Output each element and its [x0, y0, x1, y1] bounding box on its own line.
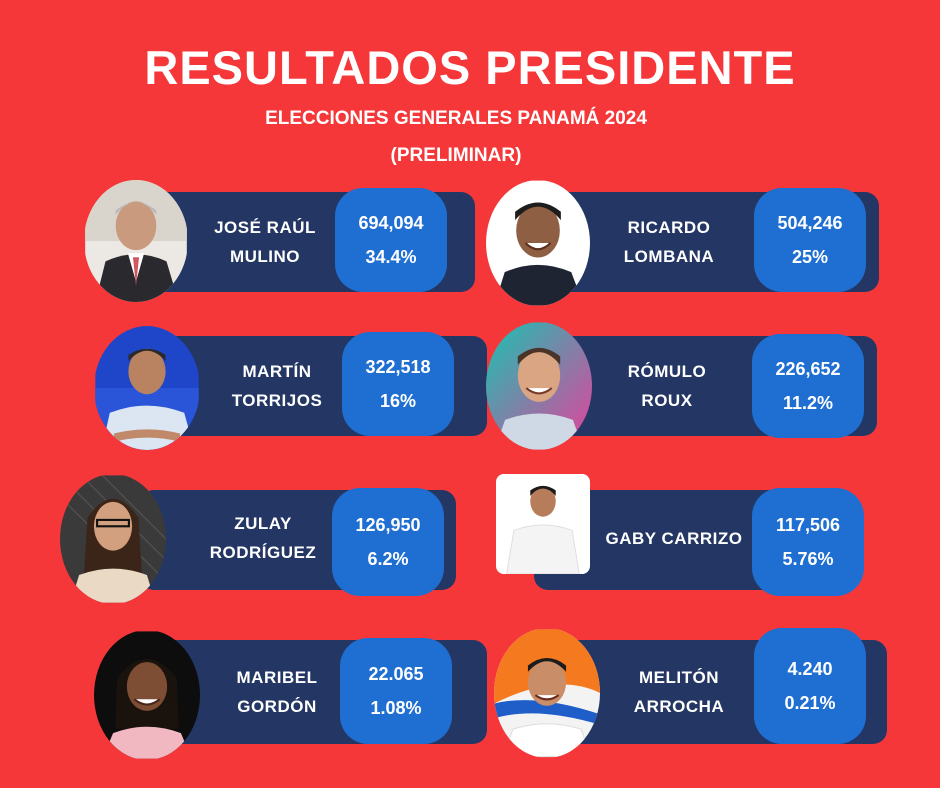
preliminary-note: (PRELIMINAR) — [390, 145, 522, 166]
result-pill: 117,506 5.76% — [752, 488, 864, 596]
page-title: RESULTADOS PRESIDENTE — [144, 41, 796, 94]
candidate-name: MELITÓN ARROCHA — [633, 668, 725, 716]
candidate-photo — [60, 474, 166, 604]
page-subtitle: ELECCIONES GENERALES PANAMÁ 2024 — [265, 108, 647, 129]
candidate-photo — [486, 322, 592, 450]
candidate-card-mulino: JOSÉ RAÚL MULINO 694,094 34.4% — [80, 178, 480, 308]
vote-count: 4.240 — [787, 659, 833, 679]
candidate-name: MARTÍN TORRIJOS — [231, 362, 323, 410]
vote-count: 322,518 — [365, 357, 431, 377]
vote-count: 226,652 — [775, 359, 841, 379]
result-pill: 694,094 34.4% — [335, 188, 447, 292]
vote-percentage: 34.4% — [365, 247, 417, 267]
vote-count: 126,950 — [355, 515, 421, 535]
vote-percentage: 5.76% — [782, 549, 834, 569]
candidate-photo — [494, 628, 600, 758]
candidate-card-carrizo: GABY CARRIZO 117,506 5.76% — [494, 474, 894, 604]
vote-count: 694,094 — [358, 213, 424, 233]
candidate-photo — [496, 474, 590, 574]
candidate-name: ZULAY RODRÍGUEZ — [209, 514, 317, 562]
vote-percentage: 16% — [379, 391, 417, 411]
result-pill: 226,652 11.2% — [752, 334, 864, 438]
vote-percentage: 1.08% — [370, 698, 422, 718]
candidate-photo — [94, 326, 200, 450]
vote-count: 117,506 — [775, 515, 841, 535]
candidate-name: JOSÉ RAÚL MULINO — [214, 218, 316, 266]
result-pill: 4.240 0.21% — [754, 628, 866, 744]
candidate-name: GABY CARRIZO — [605, 528, 743, 548]
candidate-card-arrocha: MELITÓN ARROCHA 4.240 0.21% — [492, 626, 892, 758]
vote-percentage: 6.2% — [367, 549, 409, 569]
result-pill: 504,246 25% — [754, 188, 866, 292]
candidate-photo — [84, 180, 188, 302]
result-pill: 22.065 1.08% — [340, 638, 452, 744]
candidate-card-roux: RÓMULO ROUX 226,652 11.2% — [482, 322, 882, 452]
candidate-card-lombana: RICARDO LOMBANA 504,246 25% — [484, 178, 884, 308]
candidate-card-gordon: MARIBEL GORDÓN 22.065 1.08% — [92, 628, 492, 760]
vote-count: 504,246 — [777, 213, 843, 233]
vote-percentage: 25% — [791, 247, 829, 267]
candidate-card-rodriguez: ZULAY RODRÍGUEZ 126,950 6.2% — [60, 474, 460, 604]
result-pill: 126,950 6.2% — [332, 488, 444, 596]
candidate-name: MARIBEL GORDÓN — [236, 668, 318, 716]
vote-percentage: 0.21% — [784, 693, 836, 713]
candidate-photo — [94, 630, 200, 760]
vote-percentage: 11.2% — [782, 393, 834, 413]
result-pill: 322,518 16% — [342, 332, 454, 436]
candidate-photo — [486, 180, 590, 306]
vote-count: 22.065 — [368, 664, 424, 684]
candidate-name: RÓMULO ROUX — [627, 362, 707, 410]
candidate-name: RICARDO LOMBANA — [623, 218, 715, 266]
candidate-card-torrijos: MARTÍN TORRIJOS 322,518 16% — [92, 322, 492, 452]
